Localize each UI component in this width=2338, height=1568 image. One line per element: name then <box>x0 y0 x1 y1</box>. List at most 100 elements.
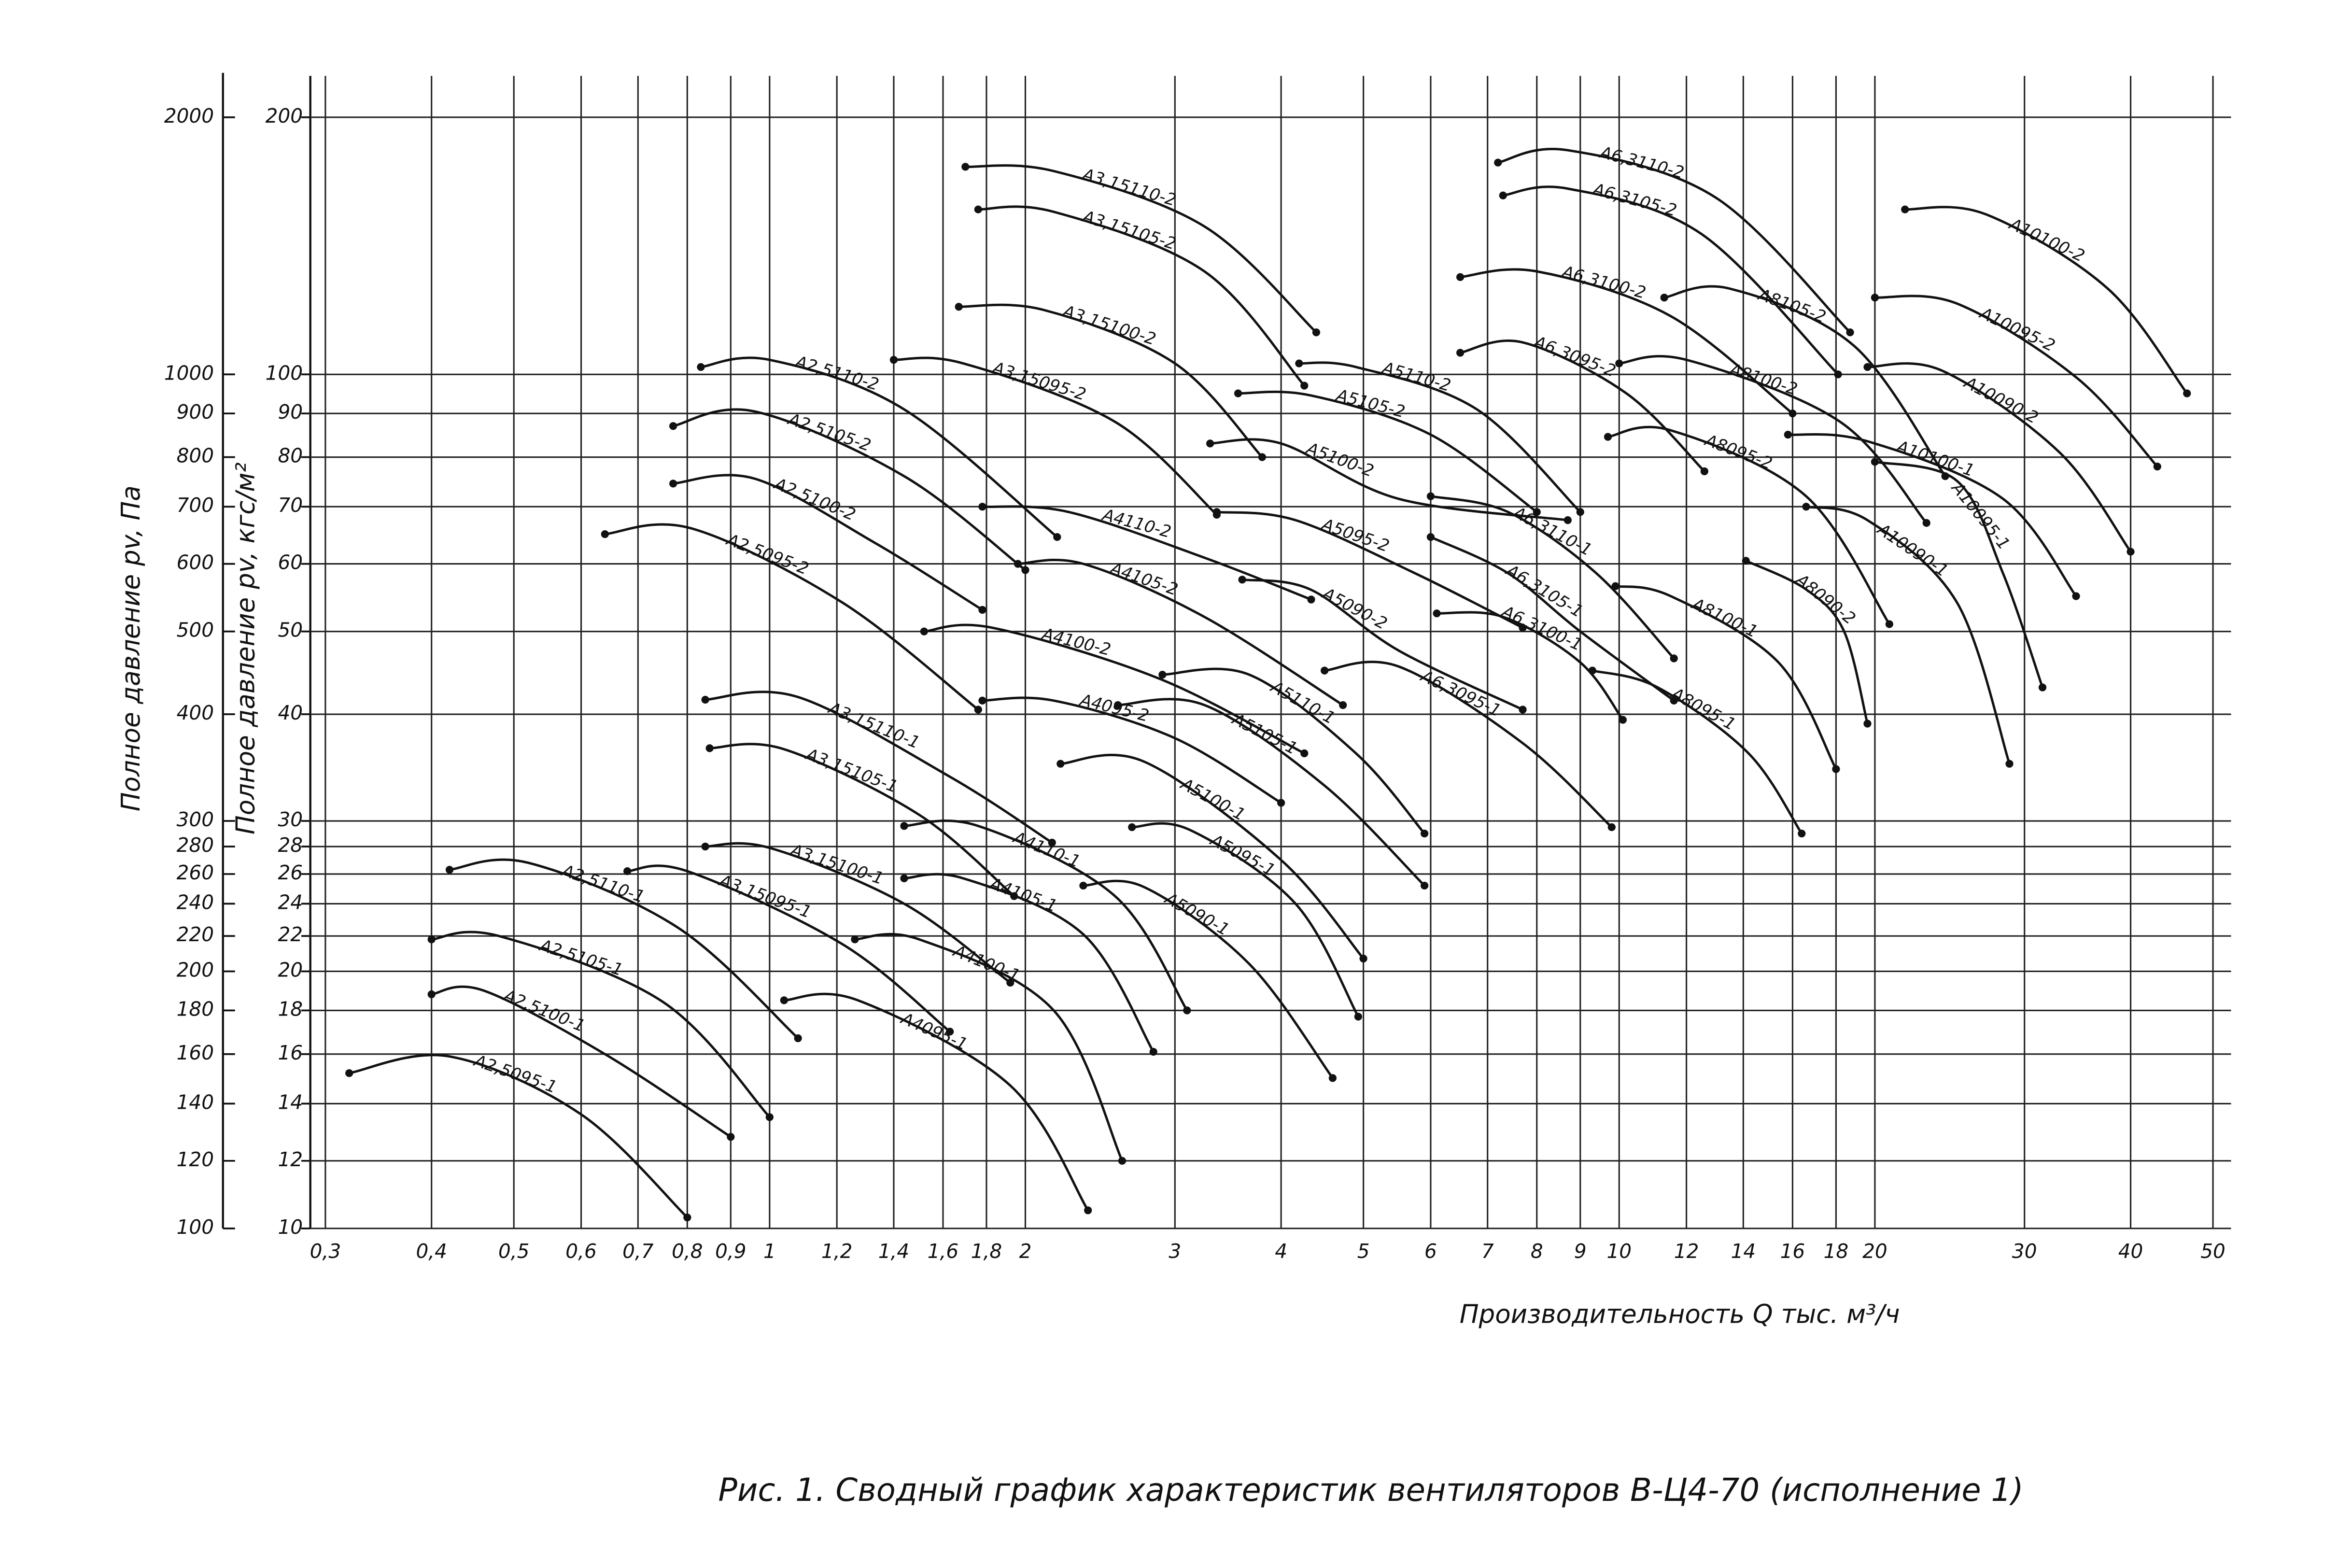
curve-end-dot <box>1519 623 1527 632</box>
curve-end-dot <box>1426 492 1435 500</box>
curve-end-dot <box>1258 453 1267 461</box>
curve <box>1615 585 1837 770</box>
curve-end-dot <box>1006 978 1014 987</box>
curve <box>1664 285 1946 477</box>
curve <box>1162 667 1426 834</box>
curve-end-dot <box>900 822 908 830</box>
y2-axis-title: Полное давление pv, кгс/м² <box>230 462 260 834</box>
y-tick-label: 220 <box>177 923 214 946</box>
curve-end-dot <box>1420 829 1429 838</box>
curve <box>1017 558 1344 706</box>
curve-end-dot <box>1128 823 1136 832</box>
curve-end-dot <box>2038 683 2047 692</box>
curve-end-dot <box>780 996 788 1004</box>
curve-end-dot <box>1885 620 1893 628</box>
curve <box>904 819 1188 1011</box>
curve-end-dot <box>601 530 609 538</box>
x-tick-label: 50 <box>2200 1240 2225 1263</box>
y-tick-label: 500 <box>177 619 214 642</box>
caption: Рис. 1. Сводный график характеристик вен… <box>718 1472 2023 1509</box>
curve <box>1118 698 1425 887</box>
curve <box>627 864 951 1033</box>
y2-tick-label: 50 <box>278 619 303 642</box>
curve <box>1242 578 1523 711</box>
curve-end-dot <box>946 1028 954 1036</box>
curve-end-dot <box>1802 503 1810 511</box>
curve-end-dot <box>1533 508 1541 516</box>
curve-end-dot <box>1158 671 1167 679</box>
curve <box>1216 510 1523 629</box>
curve <box>1874 295 2158 467</box>
curve-end-dot <box>1295 359 1303 367</box>
curve <box>1238 390 1538 513</box>
curve <box>965 164 1317 334</box>
x-tick-label: 3 <box>1169 1240 1181 1263</box>
curve-end-dot <box>669 480 677 488</box>
curve-end-dot <box>1234 389 1242 397</box>
x-tick-label: 30 <box>2012 1240 2037 1263</box>
y-tick-label: 900 <box>177 400 214 424</box>
y2-tick-label: 10 <box>278 1215 303 1239</box>
curve-end-dot <box>1901 205 1909 213</box>
curve <box>1430 536 1675 702</box>
curve-end-dot <box>1863 720 1872 728</box>
y2-tick-label: 100 <box>266 361 303 384</box>
curve-end-dot <box>1576 508 1584 516</box>
curve-end-dot <box>1615 359 1623 367</box>
curve <box>1083 879 1334 1079</box>
curve-end-dot <box>1563 516 1572 524</box>
curve <box>1460 339 1705 472</box>
x-tick-label: 0,4 <box>416 1240 447 1263</box>
curve-end-dot <box>1118 1157 1127 1165</box>
curve-end-dot <box>1519 706 1527 714</box>
curve-end-dot <box>1277 799 1285 807</box>
x-tick-label: 20 <box>1862 1240 1887 1263</box>
x-tick-label: 4 <box>1275 1240 1287 1263</box>
curve <box>705 691 1053 844</box>
curve <box>1497 147 1851 333</box>
curve-end-dot <box>1607 823 1616 832</box>
curve <box>1437 611 1624 721</box>
y-tick-label: 300 <box>177 808 214 831</box>
curve-end-dot <box>1056 760 1065 768</box>
curve-end-dot <box>1611 582 1620 590</box>
curve <box>982 696 1282 804</box>
y-axis-title: Полное давление pv, Па <box>116 485 146 811</box>
x-tick-label: 18 <box>1824 1240 1849 1263</box>
curve-end-dot <box>1014 560 1022 568</box>
curve-end-dot <box>1798 829 1806 838</box>
y-tick-label: 600 <box>177 551 214 574</box>
x-axis-title: Производительность Q тыс. м³/ч <box>1460 1299 1900 1329</box>
curve-end-dot <box>1113 701 1122 709</box>
curve-end-dot <box>978 696 986 705</box>
curve-end-dot <box>701 842 709 851</box>
y2-tick-label: 28 <box>278 833 303 857</box>
curve-end-dot <box>1321 666 1329 675</box>
y-tick-label: 280 <box>177 833 214 857</box>
curve <box>978 205 1306 387</box>
y-tick-label: 240 <box>177 890 214 914</box>
y2-tick-label: 60 <box>278 551 303 574</box>
curve <box>705 842 1011 984</box>
curve-end-dot <box>978 503 986 511</box>
curve-end-dot <box>1079 881 1087 890</box>
curve-end-dot <box>345 1069 353 1077</box>
curve-end-dot <box>1053 533 1061 541</box>
curve-end-dot <box>1339 701 1347 709</box>
y2-tick-label: 24 <box>278 890 303 914</box>
curve-end-dot <box>1846 328 1854 337</box>
curve <box>1299 361 1581 513</box>
curve-end-dot <box>889 356 898 364</box>
curve <box>449 858 799 1039</box>
curve <box>1745 559 1869 724</box>
y2-tick-label: 70 <box>278 494 303 517</box>
curve <box>958 303 1263 458</box>
x-tick-label: 0,3 <box>310 1240 341 1263</box>
curve <box>1210 438 1568 522</box>
curve-end-dot <box>445 866 454 874</box>
curve-end-dot <box>2072 592 2080 600</box>
y-tick-label: 140 <box>177 1090 214 1114</box>
curve <box>855 932 1124 1161</box>
curve-end-dot <box>1494 158 1502 167</box>
